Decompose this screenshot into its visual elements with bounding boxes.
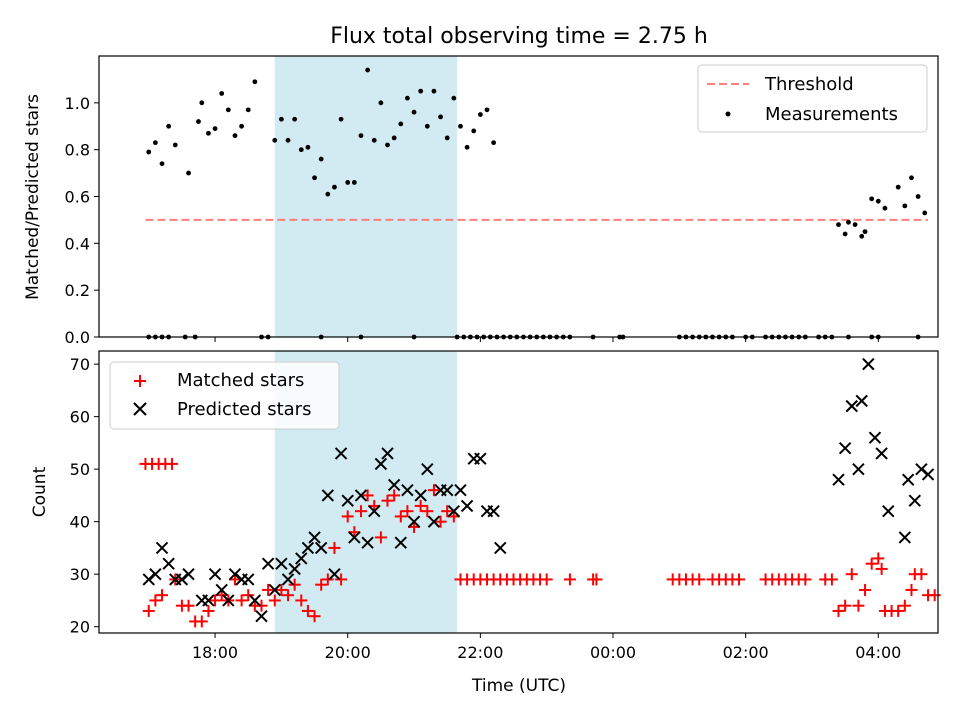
measurement-point	[146, 150, 151, 155]
measurement-point	[392, 136, 397, 141]
measurement-point	[405, 96, 410, 101]
measurement-point	[246, 107, 251, 112]
top-y-tick-label: 0.2	[65, 281, 90, 300]
measurement-point	[378, 100, 383, 105]
measurement-point	[425, 124, 430, 129]
top-y-tick-label: 0.6	[65, 188, 90, 207]
legend-matched-label: Matched stars	[177, 370, 304, 391]
measurement-point	[219, 91, 224, 96]
measurement-point	[471, 129, 476, 134]
measurement-point	[465, 145, 470, 150]
measurement-point	[445, 136, 450, 141]
measurement-point	[233, 133, 238, 138]
top-shaded-region	[275, 56, 457, 337]
bottom-y-tick-label: 60	[70, 408, 90, 427]
measurement-point	[319, 157, 324, 162]
top-y-axis-label: Matched/Predicted stars	[23, 94, 43, 300]
measurement-point	[876, 199, 881, 204]
measurement-point	[916, 194, 921, 199]
measurement-point	[272, 138, 277, 143]
measurement-point	[418, 89, 423, 94]
measurement-point	[902, 203, 907, 208]
measurement-point	[325, 192, 330, 197]
bottom-x-tick-label: 04:00	[855, 643, 901, 662]
measurement-point	[186, 171, 191, 176]
figure: Flux total observing time = 2.75 h 0.0 0.…	[0, 0, 960, 720]
measurement-point	[385, 143, 390, 148]
measurement-point	[859, 234, 864, 239]
top-y-tick-label: 0.0	[65, 328, 90, 347]
measurement-point	[153, 140, 158, 145]
measurement-point	[372, 138, 377, 143]
bottom-x-tick-label: 20:00	[325, 643, 371, 662]
bottom-x-tick-label: 18:00	[192, 643, 238, 662]
legend-measurements-swatch	[726, 112, 731, 117]
legend-threshold-label: Threshold	[764, 74, 854, 95]
bottom-x-tick-label: 22:00	[457, 643, 503, 662]
top-span-shading	[275, 56, 457, 337]
measurement-point	[412, 110, 417, 115]
measurement-point	[173, 143, 178, 148]
measurement-point	[345, 180, 350, 185]
top-y-tick-label: 0.4	[65, 234, 90, 253]
measurement-point	[896, 185, 901, 190]
measurement-point	[299, 147, 304, 152]
legend-predicted-label: Predicted stars	[177, 399, 311, 420]
bottom-x-tick-label: 02:00	[723, 643, 769, 662]
measurement-point	[359, 133, 364, 138]
measurement-point	[206, 131, 211, 136]
measurement-point	[853, 222, 858, 227]
measurement-point	[869, 196, 874, 201]
measurement-point	[279, 117, 284, 122]
measurement-point	[292, 117, 297, 122]
x-axis-label: Time (UTC)	[471, 676, 566, 696]
measurement-point	[398, 122, 403, 127]
legend-measurements-label: Measurements	[765, 104, 898, 125]
measurement-point	[836, 222, 841, 227]
bottom-x-tick-label: 00:00	[590, 643, 636, 662]
measurement-point	[478, 112, 483, 117]
measurement-point	[909, 175, 914, 180]
measurement-point	[458, 124, 463, 129]
bottom-y-tick-label: 20	[70, 618, 90, 637]
top-y-tick-label: 0.8	[65, 141, 90, 160]
measurement-point	[166, 124, 171, 129]
measurement-point	[491, 140, 496, 145]
measurement-point	[352, 180, 357, 185]
measurement-point	[306, 145, 311, 150]
measurement-point	[438, 114, 443, 119]
measurement-point	[332, 185, 337, 190]
measurement-point	[199, 100, 204, 105]
measurement-point	[213, 126, 218, 131]
bottom-y-tick-label: 50	[70, 460, 90, 479]
top-y-tick-label: 1.0	[65, 94, 90, 113]
bottom-y-tick-label: 40	[70, 513, 90, 532]
measurement-point	[286, 138, 291, 143]
measurement-point	[432, 89, 437, 94]
measurement-point	[226, 107, 231, 112]
measurement-point	[863, 229, 868, 234]
measurement-point	[365, 68, 370, 73]
measurement-point	[339, 117, 344, 122]
measurement-point	[196, 119, 201, 124]
measurement-point	[451, 96, 456, 101]
bottom-legend: Matched stars Predicted stars	[110, 362, 339, 429]
top-legend: Threshold Measurements	[698, 65, 927, 132]
bottom-y-tick-label: 70	[70, 355, 90, 374]
measurement-point	[312, 175, 317, 180]
measurement-point	[843, 232, 848, 237]
figure-title: Flux total observing time = 2.75 h	[330, 24, 708, 49]
measurement-point	[883, 206, 888, 211]
bottom-y-axis-label: Count	[30, 466, 50, 517]
measurement-point	[485, 107, 490, 112]
measurement-point	[160, 161, 165, 166]
bottom-y-tick-label: 30	[70, 565, 90, 584]
measurement-point	[846, 220, 851, 225]
measurement-point	[922, 210, 927, 215]
measurement-point	[252, 79, 257, 84]
measurement-point	[239, 124, 244, 129]
